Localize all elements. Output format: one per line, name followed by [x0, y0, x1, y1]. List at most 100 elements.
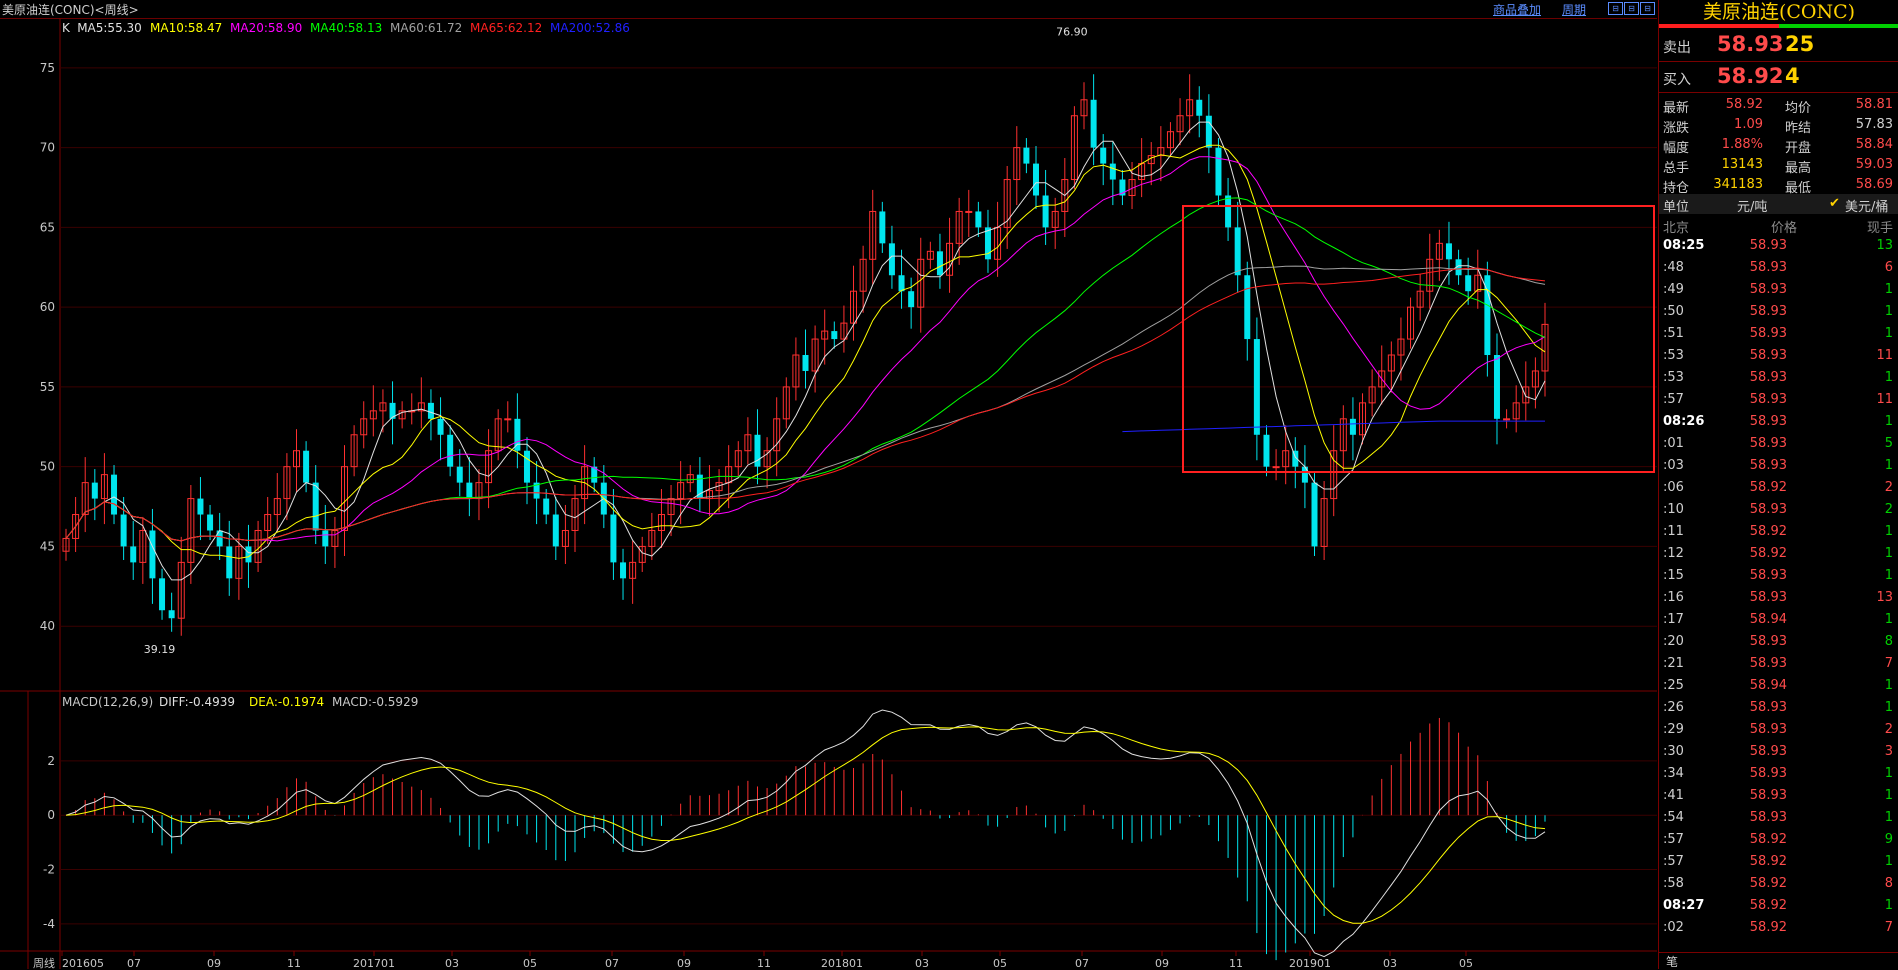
- tick-row[interactable]: :57 58.92 9: [1659, 829, 1898, 851]
- tick-row[interactable]: :34 58.93 1: [1659, 763, 1898, 785]
- tick-row[interactable]: :16 58.93 13: [1659, 587, 1898, 609]
- stat-label: 最低: [1785, 181, 1812, 196]
- tick-volume: 1: [1884, 326, 1893, 341]
- macd-legend-item: DIFF:-0.4939: [159, 695, 235, 709]
- ma-legend-item: MA20:58.90: [230, 21, 302, 35]
- macd-legend-item: MACD(12,26,9): [62, 695, 153, 709]
- tick-row[interactable]: :15 58.93 1: [1659, 565, 1898, 587]
- tick-row[interactable]: :10 58.93 2: [1659, 499, 1898, 521]
- chart-title-bar: [0, 0, 1657, 19]
- candle-down: [1484, 275, 1491, 356]
- tick-time: :29: [1663, 722, 1684, 737]
- tick-price: 58.92: [1749, 832, 1787, 847]
- tab-ticks[interactable]: 笔: [1666, 955, 1679, 969]
- candle-up: [1378, 370, 1386, 388]
- tick-row[interactable]: :12 58.92 1: [1659, 543, 1898, 565]
- candle-down: [1196, 99, 1203, 116]
- candle-up: [840, 322, 848, 340]
- candle-up: [139, 529, 147, 563]
- tick-row[interactable]: :49 58.93 1: [1659, 279, 1898, 301]
- stat-label: 总手: [1663, 161, 1690, 176]
- ma-line-5: [65, 121, 1546, 581]
- sell-volume: 25: [1785, 32, 1815, 56]
- tick-row[interactable]: :57 58.93 11: [1659, 389, 1898, 411]
- tick-row[interactable]: :57 58.92 1: [1659, 851, 1898, 873]
- tick-row[interactable]: :01 58.93 5: [1659, 433, 1898, 455]
- tick-row[interactable]: :20 58.93 8: [1659, 631, 1898, 653]
- tick-row[interactable]: 08:25 58.93 13: [1659, 235, 1898, 257]
- tick-row[interactable]: :25 58.94 1: [1659, 675, 1898, 697]
- tick-row[interactable]: :51 58.93 1: [1659, 323, 1898, 345]
- tick-row[interactable]: :48 58.93 6: [1659, 257, 1898, 279]
- tick-row[interactable]: :06 58.92 2: [1659, 477, 1898, 499]
- tick-row[interactable]: :53 58.93 1: [1659, 367, 1898, 389]
- unit-alt[interactable]: 美元/桶: [1845, 200, 1889, 215]
- tick-row[interactable]: :41 58.93 1: [1659, 785, 1898, 807]
- tick-volume: 1: [1884, 524, 1893, 539]
- tick-price: 58.93: [1749, 370, 1787, 385]
- check-icon[interactable]: ✔: [1829, 196, 1840, 211]
- candle-up: [955, 210, 963, 244]
- unit-value[interactable]: 元/吨: [1737, 200, 1768, 215]
- overlay-commodity-link[interactable]: 商品叠加: [1493, 3, 1542, 17]
- candle-up: [369, 410, 377, 420]
- candle-up: [917, 258, 925, 308]
- kline-chart[interactable]: 75 70 65 60 55 50 45 40 2 0 -2 -4 201605 07 09 11 201701…: [0, 18, 1657, 969]
- tick-row[interactable]: :30 58.93 3: [1659, 741, 1898, 763]
- buy-volume: 4: [1785, 64, 1800, 88]
- candle-up: [792, 354, 800, 388]
- layout-button-2[interactable]: ⊟: [1624, 2, 1639, 15]
- unit-selector[interactable]: 单位 元/吨 ✔ 美元/桶: [1659, 194, 1898, 215]
- tick-row[interactable]: :21 58.93 7: [1659, 653, 1898, 675]
- tick-row[interactable]: 08:26 58.93 1: [1659, 411, 1898, 433]
- tick-time: :17: [1663, 612, 1684, 627]
- moving-averages: [65, 121, 1546, 581]
- candle-up: [1013, 147, 1021, 181]
- period-link[interactable]: 周期: [1562, 3, 1587, 17]
- tick-time: :03: [1663, 458, 1684, 473]
- dea-line: [65, 726, 1546, 924]
- stat-value: 59.03: [1855, 157, 1893, 172]
- tick-volume: 2: [1884, 502, 1893, 517]
- ma-line-20: [65, 156, 1546, 542]
- tick-volume: 3: [1884, 744, 1893, 759]
- layout-button-1[interactable]: ⊟: [1608, 2, 1623, 15]
- candle-down: [1301, 466, 1308, 483]
- instrument-title: 美原油连(CONC): [1702, 1, 1856, 23]
- candle-up: [1061, 179, 1069, 212]
- tick-row[interactable]: :29 58.93 2: [1659, 719, 1898, 741]
- candle-down: [303, 450, 310, 483]
- tick-price: 58.93: [1749, 568, 1787, 583]
- candle-up: [811, 338, 819, 372]
- candle-up: [1359, 402, 1367, 436]
- stat-row: 最新 58.92 均价 58.81: [1659, 95, 1898, 116]
- candle-up: [946, 242, 954, 276]
- candle-up: [782, 386, 790, 420]
- axis-labels: 75 70 65 60 55 50 45 40 2 0 -2 -4 201605 07 09 11 201701…: [33, 26, 1473, 969]
- tick-row[interactable]: 08:27 58.92 1: [1659, 895, 1898, 917]
- tick-price: 58.93: [1749, 436, 1787, 451]
- tick-time: :57: [1663, 854, 1684, 869]
- tick-row[interactable]: :03 58.93 1: [1659, 455, 1898, 477]
- macd-y-tick-label: -2: [43, 863, 55, 877]
- tick-price: 58.93: [1749, 414, 1787, 429]
- tick-row[interactable]: :58 58.92 8: [1659, 873, 1898, 895]
- layout-button-3[interactable]: ⊟: [1640, 2, 1655, 15]
- tick-row[interactable]: :53 58.93 11: [1659, 345, 1898, 367]
- tick-price: 58.93: [1749, 326, 1787, 341]
- tick-row[interactable]: :54 58.93 1: [1659, 807, 1898, 829]
- candle-down: [936, 251, 943, 276]
- candle-down: [696, 474, 703, 499]
- tick-row[interactable]: :26 58.93 1: [1659, 697, 1898, 719]
- x-tick-label: 09: [207, 957, 221, 969]
- tick-row[interactable]: :02 58.92 7: [1659, 917, 1898, 939]
- candle-down: [1234, 227, 1241, 276]
- stat-value: 58.92: [1725, 97, 1763, 112]
- tick-row[interactable]: :11 58.92 1: [1659, 521, 1898, 543]
- tick-row[interactable]: :17 58.94 1: [1659, 609, 1898, 631]
- tick-price: 58.93: [1749, 634, 1787, 649]
- tick-row[interactable]: :50 58.93 1: [1659, 301, 1898, 323]
- macd-y-tick-label: -4: [43, 917, 55, 931]
- candle-up: [1186, 99, 1194, 117]
- candle-up: [1474, 274, 1482, 292]
